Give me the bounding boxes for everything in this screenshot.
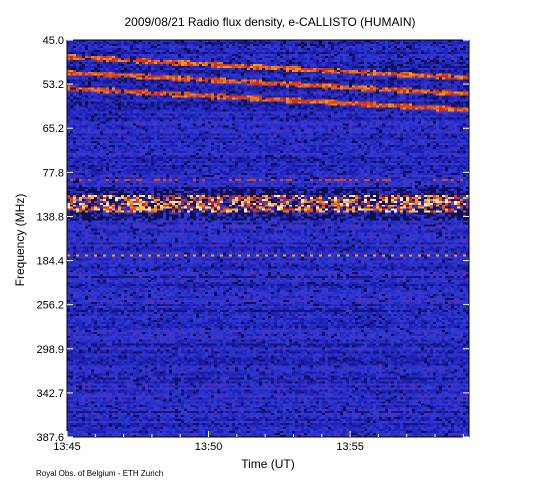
- y-tick-label: 256.2: [36, 300, 64, 312]
- y-tick-label: 138.8: [36, 211, 64, 223]
- chart-title: 2009/08/21 Radio flux density, e-CALLIST…: [124, 15, 415, 29]
- y-tick-label: 53.2: [43, 79, 64, 91]
- plot-frame: [66, 39, 470, 438]
- x-axis-label: Time (UT): [241, 457, 295, 471]
- heatmap-area: [67, 40, 469, 437]
- x-tick-label: 13:55: [336, 441, 364, 453]
- y-tick-label: 387.6: [36, 432, 64, 444]
- spectrogram-image: [67, 40, 469, 437]
- y-tick-label: 65.2: [43, 123, 64, 135]
- x-tick-label: 13:50: [195, 441, 223, 453]
- y-tick-label: 45.0: [43, 35, 64, 47]
- y-tick-label: 77.8: [43, 167, 64, 179]
- x-tick-label: 13:45: [53, 441, 81, 453]
- y-axis: 45.0 53.2 65.2 77.8 138.8 184.4 256.2 298.9 342.…: [36, 35, 469, 444]
- y-tick-label: 298.9: [36, 344, 64, 356]
- x-axis: 13:45 13:50 13:55: [53, 431, 464, 453]
- y-axis-label: Frequency (MHz): [13, 194, 27, 287]
- y-tick-label: 184.4: [36, 256, 64, 268]
- y-tick-label: 342.7: [36, 388, 64, 400]
- credit-text: Royal Obs. of Belgium - ETH Zurich: [36, 469, 163, 478]
